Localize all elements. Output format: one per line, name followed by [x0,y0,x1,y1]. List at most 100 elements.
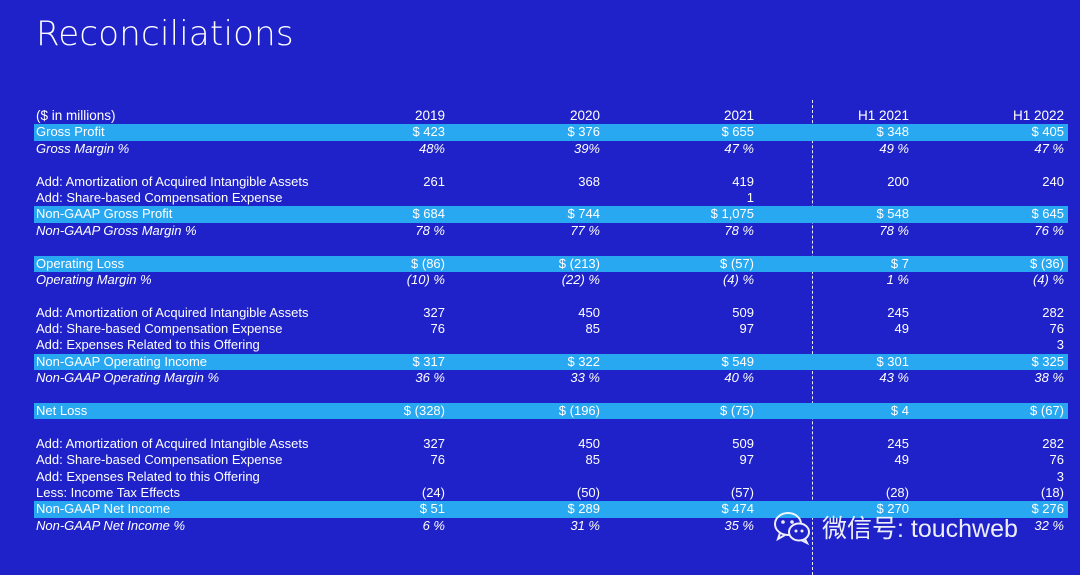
table-row: Non-GAAP Gross Margin % 78 % 77 % 78 % 78 % 7… [34,223,1068,239]
row-value: $ (213) [558,255,600,271]
row-value: 76 [1049,452,1064,468]
table-row: Operating Loss $ (86) $ (213) $ (57) $ 7 $ (3… [34,255,1068,272]
row-value: (4) % [1032,271,1064,287]
row-value: 76 % [1034,222,1064,238]
row-value: 32 % [1034,517,1064,533]
row-value: $ 7 [890,255,909,271]
table-row: Add: Expenses Related to this Offering 3 [34,337,1068,353]
table-row: Non-GAAP Net Income $ 51 $ 289 $ 474 $ 270 $ … [34,501,1068,518]
row-label: Operating Margin % [36,271,152,287]
row-value: 76 [430,321,445,337]
row-value: 76 [430,452,445,468]
row-value: 509 [732,435,754,451]
row-value: 35 % [724,517,754,533]
table-row: Non-GAAP Gross Profit $ 684 $ 744 $ 1,075 $ … [34,206,1068,223]
row-value: $ 549 [721,353,754,369]
spacer-row [34,157,1068,173]
row-value: $ 1,075 [710,206,754,222]
row-value: 282 [1042,435,1064,451]
row-label: Net Loss [36,403,88,419]
row-label: Gross Margin % [36,140,130,156]
row-value: (57) [730,484,754,500]
row-value: 49 % [879,140,909,156]
table-row: Add: Amortization of Acquired Intangible… [34,436,1068,452]
row-value: 6 % [422,517,445,533]
row-value: $ 684 [412,206,445,222]
row-value: 78 % [879,222,909,238]
row-label: Add: Amortization of Acquired Intangible… [36,435,309,451]
row-label: Add: Expenses Related to this Offering [36,468,260,484]
row-value: 78 % [724,222,754,238]
row-value: (10) % [406,271,445,287]
row-value: $ (57) [720,255,754,271]
row-value: 77 % [570,222,600,238]
table-row: Add: Amortization of Acquired Intangible… [34,174,1068,190]
spacer-row [34,387,1068,403]
row-label: Add: Amortization of Acquired Intangible… [36,304,309,320]
row-value: 97 [739,321,754,337]
table-row: Add: Share-based Compensation Expense 76 8… [34,321,1068,337]
spacer-row [34,419,1068,435]
row-value: $ 744 [567,206,600,222]
row-value: $ 405 [1031,124,1064,140]
row-value: 261 [423,173,445,189]
column-header: 2020 [569,108,600,123]
row-value: 43 % [879,370,909,386]
row-value: 3 [1056,337,1064,353]
watermark: 微信号: touchweb [770,505,1018,549]
row-value: $ 548 [876,206,909,222]
period-divider [812,100,813,575]
row-value: 85 [585,321,600,337]
row-label: Gross Profit [36,124,105,140]
spacer-row [34,239,1068,255]
row-value: $ 322 [567,353,600,369]
row-value: 368 [578,173,600,189]
row-value: 450 [578,435,600,451]
table-row: Add: Share-based Compensation Expense 76 8… [34,452,1068,468]
row-value: 39% [573,140,600,156]
row-value: $ 301 [876,353,909,369]
table-row: Add: Share-based Compensation Expense 1 [34,190,1068,206]
row-value: $ 270 [876,501,909,517]
units-label: ($ in millions) [36,108,116,123]
row-label: Add: Amortization of Acquired Intangible… [36,173,309,189]
table-row: Gross Margin % 48% 39% 47 % 49 % 47 % [34,141,1068,157]
row-label: Non-GAAP Gross Profit [36,206,173,222]
row-value: $ 376 [567,124,600,140]
row-value: 200 [887,173,909,189]
row-value: $ 645 [1031,206,1064,222]
table-row: Operating Margin % (10) % (22) % (4) % 1 % (4… [34,272,1068,288]
row-value: (24) [421,484,445,500]
row-value: 38 % [1034,370,1064,386]
row-value: $ 423 [412,124,445,140]
table-row: Non-GAAP Operating Margin % 36 % 33 % 40 % 4… [34,370,1068,386]
row-value: $ (196) [558,403,600,419]
table-row: Gross Profit $ 423 $ 376 $ 655 $ 348 $ 405 [34,124,1068,141]
watermark-text: 微信号: touchweb [822,515,1018,543]
row-value: 40 % [724,370,754,386]
row-label: Add: Expenses Related to this Offering [36,337,260,353]
row-value: 47 % [1034,140,1064,156]
row-value: 48% [418,140,445,156]
row-value: 33 % [570,370,600,386]
row-value: $ 474 [721,501,754,517]
row-value: $ 4 [890,403,909,419]
row-label: Operating Loss [36,255,125,271]
row-value: 47 % [724,140,754,156]
row-value: $ (36) [1030,255,1064,271]
row-value: $ 51 [419,501,445,517]
row-value: 1 [746,189,754,205]
row-value: 97 [739,452,754,468]
row-value: 509 [732,304,754,320]
row-value: 240 [1042,173,1064,189]
row-value: $ (67) [1030,403,1064,419]
row-value: $ 276 [1031,501,1064,517]
row-value: $ (86) [411,255,445,271]
table-row: Add: Amortization of Acquired Intangible… [34,305,1068,321]
wechat-icon [774,512,810,546]
row-label: Add: Share-based Compensation Expense [36,452,283,468]
row-value: 245 [887,304,909,320]
row-label: Non-GAAP Net Income % [36,517,186,533]
row-label: Non-GAAP Gross Margin % [36,222,197,238]
row-value: $ 655 [721,124,754,140]
